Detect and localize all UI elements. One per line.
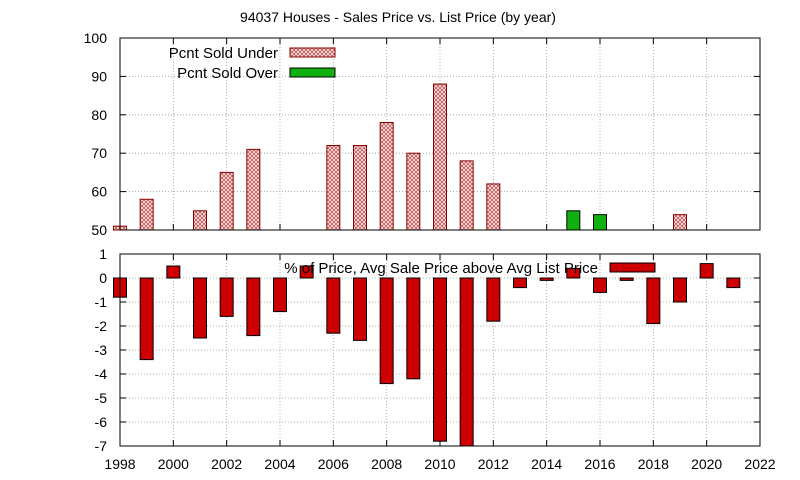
y-tick-label: 100 [84,30,108,46]
x-tick-label: 1998 [104,456,135,472]
x-tick-label: 2008 [371,456,402,472]
legend-label-pct-price: % of Price, Avg Sale Price above Avg Lis… [284,260,598,277]
y-tick-label: -7 [95,438,108,454]
bar-sold-under [379,121,394,231]
legend-swatch-sold-over [289,67,336,78]
bar-sold-under [459,160,474,231]
bar-sold-under [433,83,447,231]
x-tick-label: 2004 [264,456,295,472]
bar-pct-price [273,277,287,313]
bar-pct-price [353,277,367,341]
x-tick-label: 2000 [158,456,189,472]
y-tick-label: -6 [95,414,108,430]
x-tick-label: 2020 [691,456,722,472]
bar-pct-price [619,277,634,281]
x-tick-label: 2018 [638,456,669,472]
y-tick-label: -2 [95,318,108,334]
bar-sold-over [593,214,607,231]
legend-swatch-pct-price [609,262,656,273]
y-tick-label: -5 [95,390,108,406]
legend-swatch-sold-under [289,47,336,58]
y-tick-label: 50 [91,222,107,238]
bar-pct-price [673,277,687,303]
bar-sold-under [486,183,501,231]
bar-pct-price [406,277,421,380]
x-tick-label: 2002 [211,456,242,472]
y-tick-label: 1 [99,246,107,262]
bar-pct-price [566,267,581,279]
y-tick-label: 70 [91,145,107,161]
plot-frame [119,253,761,447]
bar-pct-price [539,277,554,281]
bar-pct-price [433,277,447,442]
bar-pct-price [139,277,154,361]
bar-pct-price [326,277,341,334]
x-tick-label: 2014 [531,456,562,472]
bar-sold-under [219,171,234,231]
bar-pct-price [699,263,714,279]
bar-pct-price [166,265,181,279]
y-tick-label: 60 [91,184,107,200]
bar-sold-under [193,210,207,231]
bar-pct-price [593,277,607,293]
y-tick-label: 80 [91,107,107,123]
plot-frame [119,37,761,231]
x-tick-label: 2022 [744,456,775,472]
bar-pct-price [379,277,394,385]
x-tick-label: 2012 [478,456,509,472]
bar-sold-over [566,210,581,231]
bar-pct-price [513,277,527,289]
bar-sold-under [673,214,687,231]
x-tick-label: 2016 [584,456,615,472]
x-tick-label: 2010 [424,456,455,472]
bar-pct-price [299,265,314,279]
y-tick-label: -4 [95,366,108,382]
legend-label-sold-under: Pcnt Sold Under [169,45,278,62]
bar-pct-price [193,277,207,339]
y-tick-label: 0 [99,270,107,286]
legend-label-sold-over: Pcnt Sold Over [177,65,278,82]
bottom-plot: -7 -6 -5 -4 -3 -2 -1 0 1 1998 2000 2002 2004 2006 2008… [95,246,776,472]
bar-sold-under [246,148,261,231]
y-tick-label: -1 [95,294,108,310]
bar-pct-price [646,277,661,325]
bar-pct-price [459,277,474,447]
y-tick-label: -3 [95,342,108,358]
bar-pct-price [486,277,501,322]
bar-pct-price [219,277,234,317]
y-tick-label: 90 [91,68,107,84]
x-tick-label: 2006 [318,456,349,472]
chart-title: 94037 Houses - Sales Price vs. List Pric… [240,9,556,25]
bar-sold-under [326,145,341,231]
bar-pct-price [726,277,741,289]
bar-pct-price [246,277,261,337]
bar-sold-under [406,152,421,231]
bar-sold-under [353,145,367,231]
top-plot: 50 60 70 80 90 100 Pcnt Sold Under Pcnt Sold Ov… [84,30,761,238]
bar-sold-under [139,198,154,231]
